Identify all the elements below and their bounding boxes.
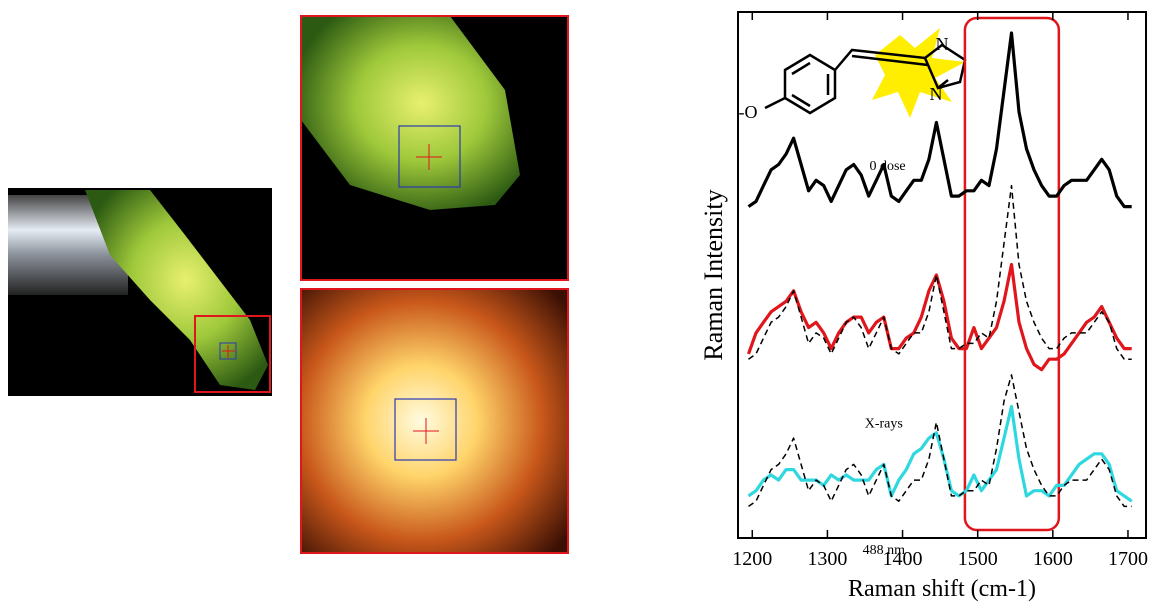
x-tick-label: 1500 [958,548,998,570]
micrographs [8,15,569,554]
micrograph-zoom-visible [300,15,569,281]
molecule-structure: N N -O [739,28,967,122]
x-tick-label: 1700 [1108,548,1148,570]
series-label: 488 nm [863,543,906,558]
x-tick-label: 1200 [732,548,772,570]
x-axis-label: Raman shift (cm-1) [848,576,1036,602]
x-tick-label: 1400 [883,548,923,570]
spectrum-line [746,262,1132,372]
spectrum-line [747,31,1132,209]
x-tick-label: 1300 [807,548,847,570]
burst [872,28,965,118]
highlight-region [963,16,1061,532]
series-label: X-rays [865,417,903,432]
structure-label: N [936,34,949,54]
structure-label: N [930,84,943,104]
reference-line [748,184,1132,360]
plot-frame [737,11,1147,539]
micrograph-zoom-xray [300,288,569,554]
micrograph-overview [8,188,272,396]
raman-chart: N N -O 0 dose X-rays 488 nm 1200 1300 1400 1500 1… [699,11,1148,602]
spectrum-line [747,404,1133,503]
structure-label: -O [739,102,758,122]
series-label: 0 dose [869,159,905,174]
x-tick-label: 1600 [1033,548,1073,570]
y-axis-label: Raman Intensity [699,189,728,360]
reference-line [748,374,1132,508]
